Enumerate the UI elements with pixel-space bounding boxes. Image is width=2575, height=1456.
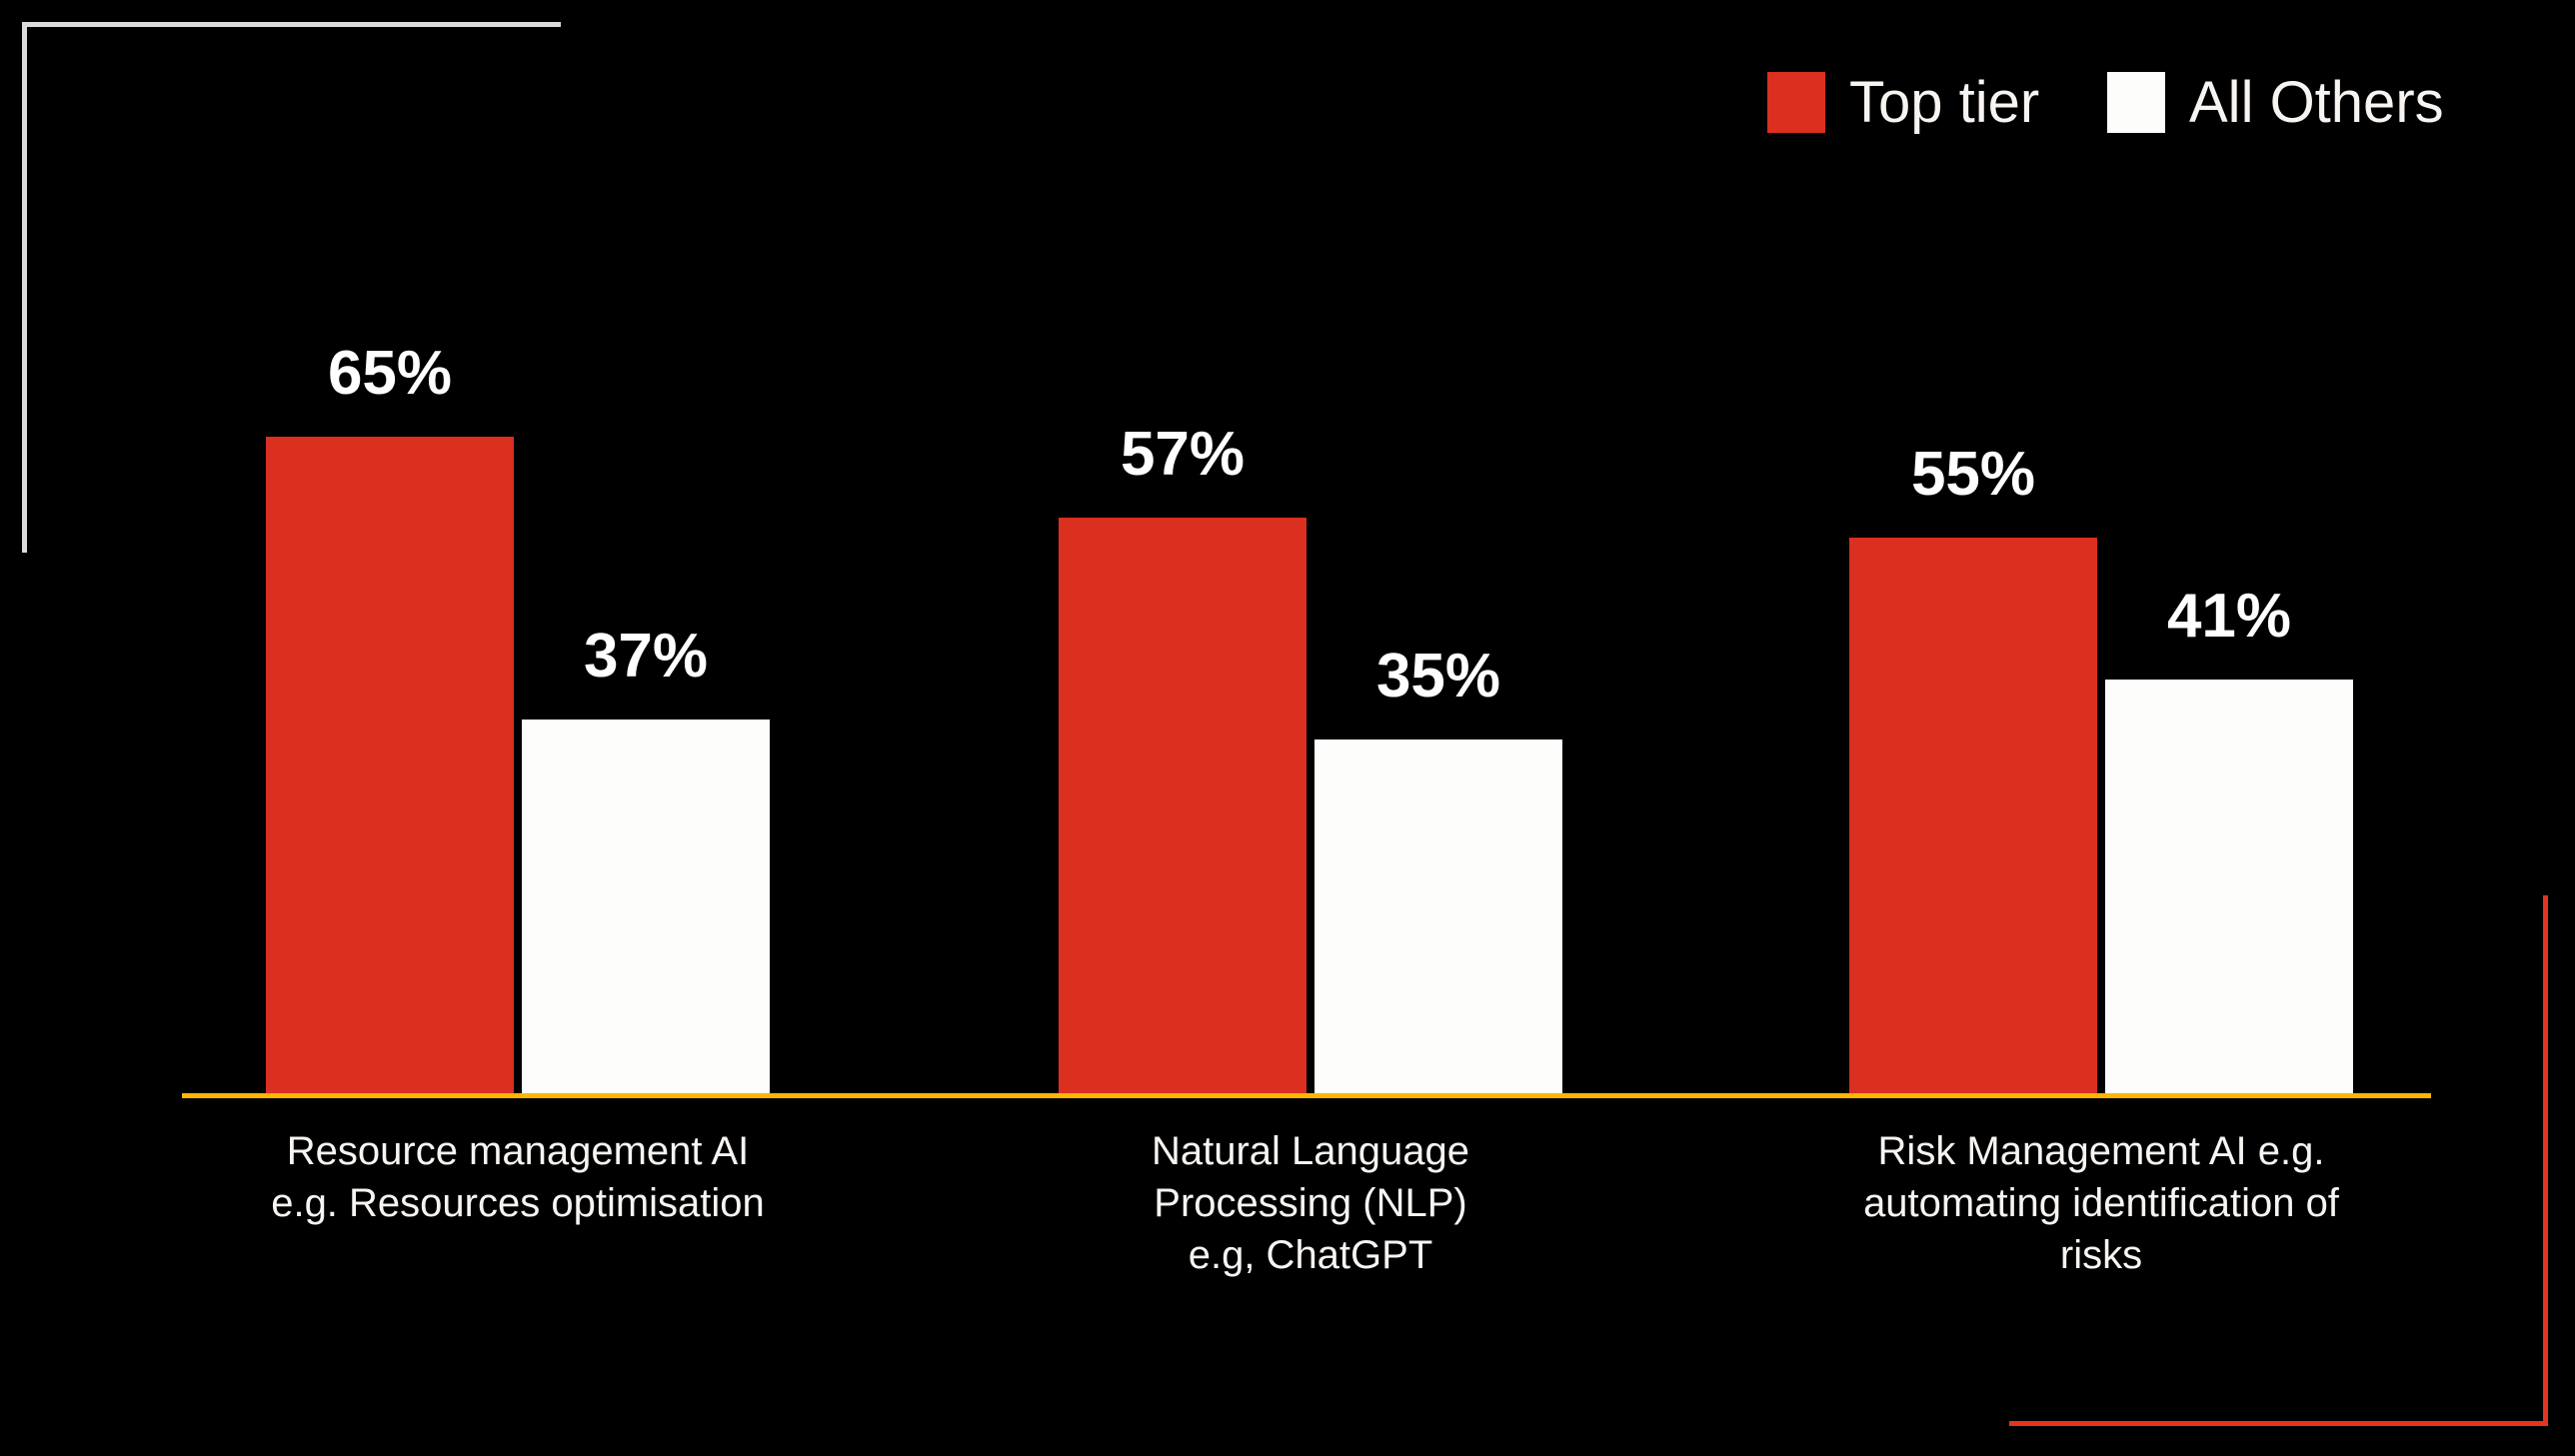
- legend-swatch-all-others: [2107, 72, 2165, 133]
- bar-value-label: 41%: [2166, 582, 2292, 651]
- bar-top-tier-group-3: [1849, 538, 2097, 1093]
- bottom-right-bracket-horizontal-line: [2009, 1421, 2548, 1426]
- bar-top-tier-group-2: [1059, 518, 1306, 1093]
- category-label-line: risks: [2059, 1233, 2143, 1277]
- category-label-group-1: Resource management AI e.g. Resources opt…: [198, 1125, 838, 1229]
- top-left-bracket-horizontal-line: [22, 22, 561, 27]
- x-axis-baseline: [182, 1093, 2431, 1098]
- legend-label-all-others: All Others: [2189, 70, 2444, 135]
- bar-all-others-group-2: [1314, 739, 1562, 1093]
- category-label-group-2: Natural Language Processing (NLP) e.g, Cha…: [991, 1125, 1630, 1281]
- category-label-line: e.g. Resources optimisation: [271, 1181, 765, 1225]
- category-label-line: Resource management AI: [286, 1129, 750, 1173]
- category-label-line: Processing (NLP): [1154, 1181, 1467, 1225]
- bar-top-tier-group-1: [266, 437, 514, 1093]
- category-label-line: Natural Language: [1151, 1129, 1470, 1173]
- bottom-right-bracket-vertical-line: [2543, 895, 2548, 1426]
- category-label-group-3: Risk Management AI e.g. automating identi…: [1781, 1125, 2421, 1281]
- bar-value-label: 35%: [1375, 642, 1501, 711]
- category-label-line: automating identification of: [1863, 1181, 2339, 1225]
- bar-all-others-group-1: [522, 720, 770, 1093]
- bar-value-label: 37%: [583, 622, 709, 691]
- category-label-line: e.g, ChatGPT: [1188, 1233, 1433, 1277]
- bar-value-label: 65%: [327, 339, 453, 408]
- bar-value-label: 57%: [1120, 420, 1246, 489]
- top-left-bracket-vertical-line: [22, 22, 27, 553]
- bar-all-others-group-3: [2105, 680, 2353, 1093]
- category-label-line: Risk Management AI e.g.: [1877, 1129, 2325, 1173]
- bar-value-label: 55%: [1910, 440, 2036, 509]
- legend-label-top-tier: Top tier: [1849, 70, 2040, 135]
- legend-swatch-top-tier: [1767, 72, 1825, 133]
